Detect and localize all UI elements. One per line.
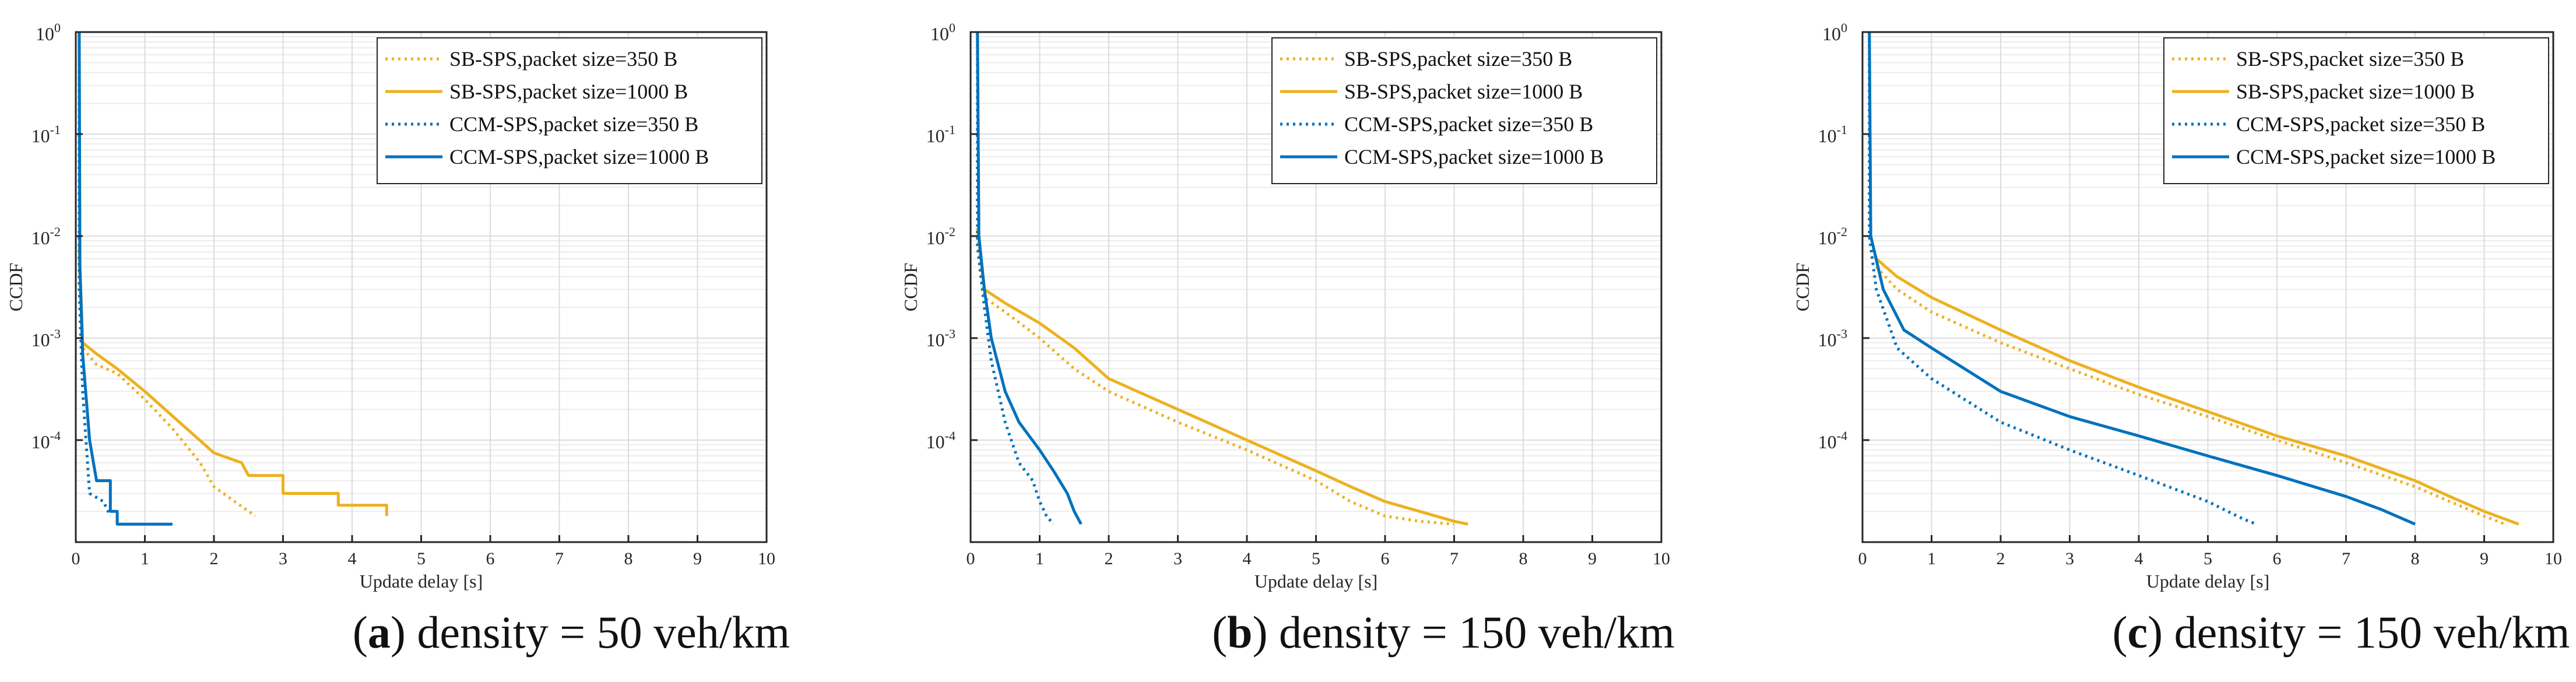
chart-panel-a: 0 1 2 3 4 5 6 7 8 9 10 100 10-1 10-2 10-3 10-4 Update de… <box>5 20 775 592</box>
legend: SB-SPS,packet size=350 B SB-SPS,packet si… <box>2163 37 2549 184</box>
series-line-0 <box>78 258 256 518</box>
legend: SB-SPS,packet size=350 B SB-SPS,packet si… <box>377 37 762 184</box>
series-line-1 <box>976 227 1468 526</box>
legend-label: SB-SPS,packet size=1000 B <box>1344 80 1583 103</box>
x-tick-label: 8 <box>2411 549 2420 568</box>
legend-label: SB-SPS,packet size=1000 B <box>2236 80 2475 103</box>
series-line-2 <box>976 32 1055 525</box>
caption-a: (a) density = 50 veh/km <box>352 607 790 658</box>
legend-box <box>1271 37 1657 184</box>
x-tick-label: 1 <box>140 549 149 568</box>
caption-letter: b <box>1227 607 1253 658</box>
x-axis-label: Update delay [s] <box>2146 571 2269 592</box>
y-tick-label: 100 <box>930 20 955 44</box>
series-line-1 <box>1875 257 2519 526</box>
legend-label: SB-SPS,packet size=350 B <box>449 47 677 71</box>
legend-label: SB-SPS,packet size=350 B <box>2236 47 2464 71</box>
x-tick-label: 1 <box>1927 549 1936 568</box>
y-tick-label: 100 <box>36 20 61 44</box>
caption-b: (b) density = 150 veh/km <box>1212 607 1675 658</box>
y-tick-label: 100 <box>1822 20 1847 44</box>
y-axis-label: CCDF <box>900 263 921 312</box>
legend-label: CCM-SPS,packet size=1000 B <box>1344 145 1604 168</box>
legend: SB-SPS,packet size=350 B SB-SPS,packet si… <box>1271 37 1657 184</box>
legend-box <box>377 37 762 184</box>
legend-label: CCM-SPS,packet size=1000 B <box>2236 145 2496 168</box>
x-tick-label: 9 <box>693 549 702 568</box>
x-tick-label: 9 <box>1588 549 1597 568</box>
x-tick-label: 10 <box>2545 549 2562 568</box>
caption-letter: c <box>2127 607 2148 658</box>
caption-c: (c) density = 150 veh/km <box>2112 607 2570 658</box>
y-tick-label: 10-2 <box>926 224 955 248</box>
series-line-2 <box>78 32 112 517</box>
y-tick-label: 10-1 <box>926 122 955 146</box>
series-line-3 <box>1868 31 2416 526</box>
y-axis-label: CCDF <box>5 263 26 312</box>
x-tick-label: 9 <box>2480 549 2489 568</box>
x-tick-label: 7 <box>2342 549 2350 568</box>
x-tick-label: 0 <box>72 549 80 568</box>
legend-label: CCM-SPS,packet size=350 B <box>1344 113 1593 136</box>
x-tick-label: 3 <box>1173 549 1182 568</box>
x-tick-label: 7 <box>555 549 564 568</box>
x-tick-label: 2 <box>1105 549 1113 568</box>
x-axis-label: Update delay [s] <box>360 571 483 592</box>
y-tick-label: 10-4 <box>926 428 955 452</box>
x-tick-label: 6 <box>1381 549 1390 568</box>
caption-text: ) density = 50 veh/km <box>390 607 790 658</box>
y-axis-label: CCDF <box>1792 263 1813 312</box>
x-tick-label: 0 <box>967 549 975 568</box>
x-tick-label: 6 <box>2273 549 2282 568</box>
series-line-0 <box>1875 266 2506 526</box>
y-tick-label: 10-2 <box>31 224 61 248</box>
y-tick-label: 10-4 <box>1818 428 1847 452</box>
x-tick-label: 7 <box>1450 549 1459 568</box>
caption-letter: a <box>367 607 391 658</box>
x-tick-label: 4 <box>1243 549 1252 568</box>
x-tick-label: 5 <box>417 549 426 568</box>
legend-label: SB-SPS,packet size=350 B <box>1344 47 1572 71</box>
caption-text: ) density = 150 veh/km <box>2148 607 2570 658</box>
x-tick-label: 2 <box>210 549 219 568</box>
legend-label: CCM-SPS,packet size=1000 B <box>449 145 709 168</box>
x-tick-label: 5 <box>2204 549 2212 568</box>
series-line-3 <box>976 31 1083 525</box>
x-tick-label: 6 <box>486 549 495 568</box>
legend-label: CCM-SPS,packet size=350 B <box>2236 113 2485 136</box>
x-tick-label: 3 <box>279 549 287 568</box>
y-tick-label: 10-3 <box>31 326 61 350</box>
x-tick-label: 3 <box>2065 549 2074 568</box>
chart-panel-c: 0 1 2 3 4 5 6 7 8 9 10 100 10-1 10-2 10-3 10-4 Update de… <box>1792 20 2562 592</box>
legend-label: CCM-SPS,packet size=350 B <box>449 113 698 136</box>
y-tick-label: 10-3 <box>926 326 955 350</box>
x-axis-label: Update delay [s] <box>1254 571 1377 592</box>
x-tick-label: 4 <box>2135 549 2143 568</box>
series-line-3 <box>78 31 173 526</box>
x-tick-label: 5 <box>1312 549 1320 568</box>
y-tick-label: 10-2 <box>1818 224 1847 248</box>
x-tick-label: 0 <box>1858 549 1867 568</box>
series-line-0 <box>976 235 1454 526</box>
x-tick-label: 8 <box>624 549 633 568</box>
caption-text: ) density = 150 veh/km <box>1252 607 1675 658</box>
legend-label: SB-SPS,packet size=1000 B <box>449 80 688 103</box>
series-line-1 <box>78 245 388 516</box>
y-tick-label: 10-1 <box>31 122 61 146</box>
x-tick-label: 8 <box>1519 549 1528 568</box>
y-tick-label: 10-4 <box>31 428 61 452</box>
x-tick-label: 4 <box>348 549 357 568</box>
y-tick-label: 10-1 <box>1818 122 1847 146</box>
y-tick-label: 10-3 <box>1818 326 1847 350</box>
x-tick-label: 10 <box>758 549 775 568</box>
x-tick-label: 1 <box>1035 549 1044 568</box>
chart-panel-b: 0 1 2 3 4 5 6 7 8 9 10 100 10-1 10-2 10-3 10-4 Update de… <box>900 20 1670 592</box>
x-tick-label: 2 <box>1997 549 2005 568</box>
legend-box <box>2163 37 2549 184</box>
x-tick-label: 10 <box>1653 549 1670 568</box>
